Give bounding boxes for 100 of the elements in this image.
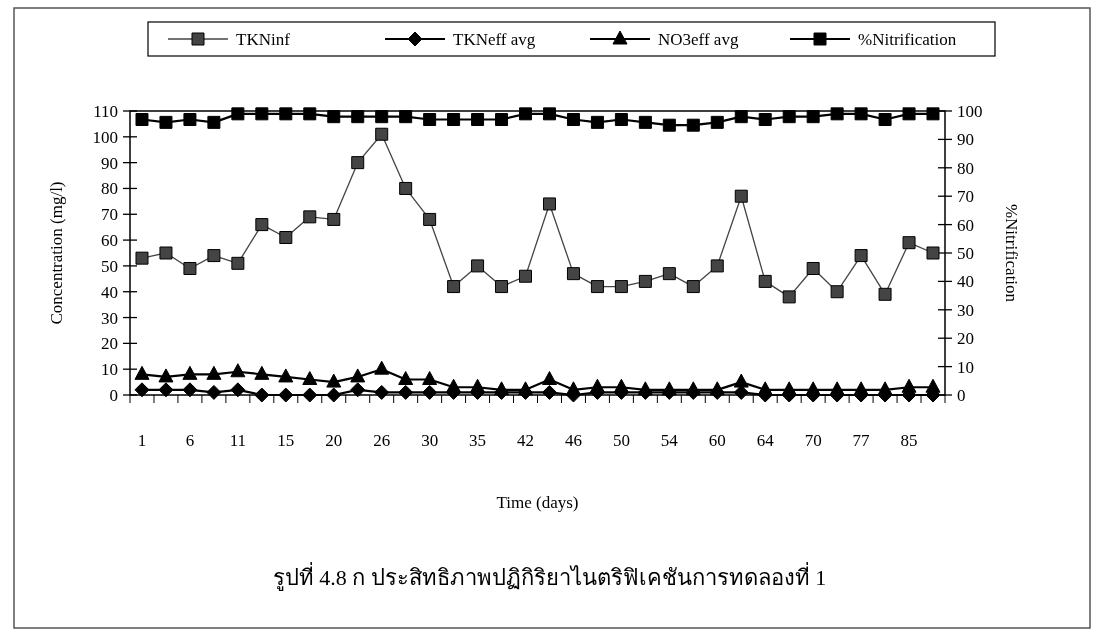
point <box>589 378 605 393</box>
point <box>541 371 557 386</box>
y2-tick-label: 20 <box>957 329 974 349</box>
point <box>613 378 629 393</box>
point <box>614 280 628 294</box>
y-tick-label: 40 <box>101 282 118 302</box>
y-tick-label: 60 <box>101 231 118 251</box>
x-tick-label: 20 <box>325 431 343 450</box>
point <box>399 181 413 195</box>
x-tick-label: 11 <box>229 431 247 450</box>
point <box>878 287 892 301</box>
point <box>182 365 198 380</box>
legend-label: TKNinf <box>236 30 291 49</box>
y2-tick-label: 10 <box>957 357 974 377</box>
point <box>781 381 797 396</box>
x-tick-label: 54 <box>660 431 679 450</box>
x-tick-label: 42 <box>517 431 535 450</box>
point <box>327 212 341 226</box>
point <box>303 210 317 224</box>
x-tick-label: 15 <box>277 431 295 450</box>
point <box>542 197 556 211</box>
point <box>351 156 365 170</box>
point <box>590 280 604 294</box>
point <box>758 274 772 288</box>
point <box>278 387 294 403</box>
x-tick-label: 60 <box>708 431 726 450</box>
point <box>757 381 773 396</box>
x-tick-label: 50 <box>612 431 630 450</box>
point <box>829 381 845 396</box>
point <box>710 259 724 273</box>
y-tick-label: 30 <box>101 308 118 328</box>
point <box>686 280 700 294</box>
point <box>231 256 245 270</box>
y-tick-label: 80 <box>101 179 118 199</box>
point <box>541 384 557 400</box>
point <box>446 378 462 393</box>
point <box>255 218 269 232</box>
point <box>447 280 461 294</box>
y-tick-label: 90 <box>101 153 118 173</box>
point <box>901 378 917 393</box>
y-tick-label: 50 <box>101 256 118 276</box>
point <box>733 373 749 388</box>
point <box>230 363 246 378</box>
point <box>805 381 821 396</box>
point <box>637 381 653 396</box>
point <box>422 371 438 386</box>
point <box>926 246 940 260</box>
y-tick-label: 20 <box>101 334 118 354</box>
y2-tick-label: 70 <box>957 187 974 207</box>
point <box>902 236 916 250</box>
point <box>830 285 844 299</box>
x-tick-label: 30 <box>421 431 439 450</box>
y-tick-label: 0 <box>109 386 118 405</box>
point <box>398 371 414 386</box>
point <box>134 365 150 380</box>
point <box>853 381 869 396</box>
point <box>326 387 342 403</box>
point <box>877 381 893 396</box>
point <box>182 382 198 398</box>
y-tick-label: 10 <box>101 360 118 380</box>
point <box>685 381 701 396</box>
legend-label: %Nitrification <box>858 30 957 49</box>
y2-tick-label: 60 <box>957 215 974 235</box>
y2-axis-title: %Nitrification <box>1002 203 1021 303</box>
x-tick-label: 6 <box>185 431 195 450</box>
point <box>135 251 149 265</box>
point <box>183 261 197 275</box>
point <box>566 267 580 281</box>
point <box>158 368 174 383</box>
point <box>375 127 389 141</box>
y2-tick-label: 40 <box>957 272 974 292</box>
point <box>709 381 725 396</box>
x-axis-title: Time (days) <box>496 493 579 512</box>
point <box>494 381 510 396</box>
point <box>519 269 533 283</box>
y-tick-label: 100 <box>92 127 118 147</box>
point <box>662 267 676 281</box>
y2-tick-label: 90 <box>957 130 974 150</box>
legend-label: TKNeff avg <box>453 30 536 49</box>
y2-tick-label: 30 <box>957 300 974 320</box>
point <box>782 290 796 304</box>
point <box>565 381 581 396</box>
point <box>495 280 509 294</box>
x-tick-label: 46 <box>564 431 582 450</box>
point <box>206 365 222 380</box>
point <box>925 378 941 393</box>
point <box>518 381 534 396</box>
y2-tick-label: 80 <box>957 158 974 178</box>
point <box>254 365 270 380</box>
x-tick-label: 35 <box>469 431 487 450</box>
point <box>159 246 173 260</box>
point <box>374 384 390 400</box>
legend-label: NO3eff avg <box>658 30 739 49</box>
point <box>134 382 150 398</box>
point <box>230 382 246 398</box>
y2-tick-label: 50 <box>957 244 974 263</box>
point <box>638 274 652 288</box>
point <box>806 261 820 275</box>
x-tick-label: 77 <box>852 431 871 450</box>
point <box>278 368 294 383</box>
